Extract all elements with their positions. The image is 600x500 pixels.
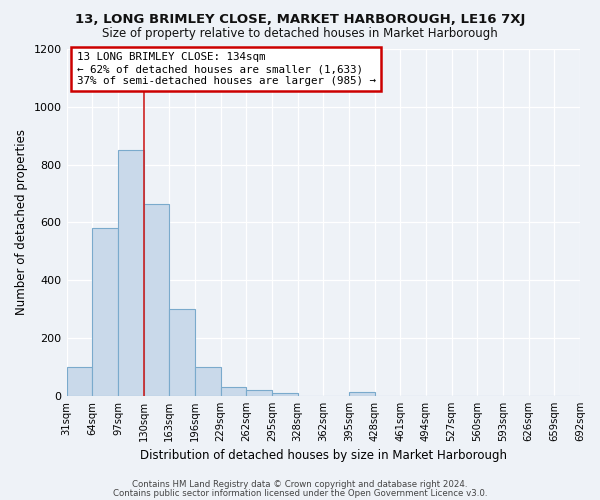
X-axis label: Distribution of detached houses by size in Market Harborough: Distribution of detached houses by size … (140, 450, 507, 462)
Text: Size of property relative to detached houses in Market Harborough: Size of property relative to detached ho… (102, 28, 498, 40)
Text: 13, LONG BRIMLEY CLOSE, MARKET HARBOROUGH, LE16 7XJ: 13, LONG BRIMLEY CLOSE, MARKET HARBOROUG… (75, 12, 525, 26)
Bar (169, 309, 195, 396)
Bar (92, 228, 118, 396)
Bar (67, 367, 92, 396)
Text: Contains HM Land Registry data © Crown copyright and database right 2024.: Contains HM Land Registry data © Crown c… (132, 480, 468, 489)
Bar (195, 367, 221, 396)
Bar (272, 393, 298, 396)
Bar (143, 204, 169, 396)
Bar (221, 388, 246, 396)
Bar (349, 392, 374, 396)
Text: 13 LONG BRIMLEY CLOSE: 134sqm
← 62% of detached houses are smaller (1,633)
37% o: 13 LONG BRIMLEY CLOSE: 134sqm ← 62% of d… (77, 52, 376, 86)
Y-axis label: Number of detached properties: Number of detached properties (15, 130, 28, 316)
Bar (118, 150, 143, 396)
Text: Contains public sector information licensed under the Open Government Licence v3: Contains public sector information licen… (113, 488, 487, 498)
Bar (246, 390, 272, 396)
